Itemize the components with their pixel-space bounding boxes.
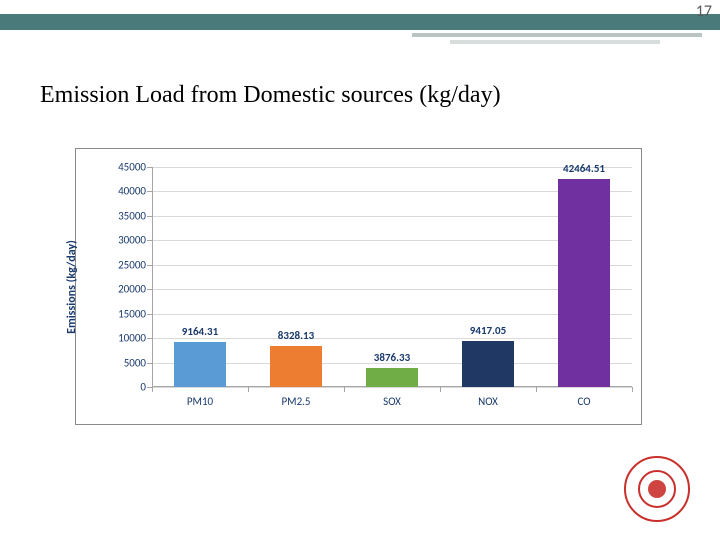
bar-value-label: 9417.05: [470, 324, 506, 337]
y-tick-label: 40000: [118, 185, 146, 198]
header-bar: [0, 0, 720, 40]
y-tick-label: 20000: [118, 283, 146, 296]
x-tick-mark: [344, 387, 345, 392]
header-stripe-accent-2: [450, 40, 660, 44]
bar-pm2.5: 8328.13: [270, 346, 323, 387]
x-tick-mark: [152, 387, 153, 392]
x-tick-mark: [536, 387, 537, 392]
slide: 17 Emission Load from Domestic sources (…: [0, 0, 720, 540]
gridline: [152, 387, 632, 388]
x-tick-mark: [248, 387, 249, 392]
y-tick-label: 10000: [118, 332, 146, 345]
bar-value-label: 42464.51: [563, 162, 605, 175]
header-stripe-main: [0, 14, 720, 30]
plot-area: 0500010000150002000025000300003500040000…: [152, 167, 632, 387]
y-axis-line: [152, 167, 153, 387]
y-tick-label: 5000: [124, 356, 146, 369]
y-tick-label: 30000: [118, 234, 146, 247]
y-tick-label: 25000: [118, 258, 146, 271]
x-tick-label: NOX: [478, 395, 498, 408]
chart-container: Emissions (kg/day) 050001000015000200002…: [75, 148, 642, 425]
y-axis-title: Emissions (kg/day): [65, 240, 79, 334]
bar-value-label: 3876.33: [374, 351, 410, 364]
bar-value-label: 8328.13: [278, 329, 314, 342]
x-tick-mark: [632, 387, 633, 392]
bar-co: 42464.51: [558, 179, 611, 387]
header-stripe-accent-1: [412, 33, 702, 37]
y-tick-label: 15000: [118, 307, 146, 320]
x-tick-mark: [440, 387, 441, 392]
y-tick-label: 0: [140, 381, 146, 394]
x-tick-label: CO: [577, 395, 590, 408]
x-tick-label: PM10: [187, 395, 213, 408]
institution-seal-icon: [624, 456, 690, 522]
y-tick-label: 45000: [118, 161, 146, 174]
gridline: [152, 167, 632, 168]
bar-value-label: 9164.31: [182, 325, 218, 338]
y-tick-label: 35000: [118, 209, 146, 222]
bar-nox: 9417.05: [462, 341, 515, 387]
bar-pm10: 9164.31: [174, 342, 227, 387]
bar-sox: 3876.33: [366, 368, 419, 387]
page-number: 17: [696, 2, 712, 21]
x-tick-label: SOX: [383, 395, 401, 408]
slide-title: Emission Load from Domestic sources (kg/…: [40, 82, 501, 109]
x-tick-label: PM2.5: [281, 395, 310, 408]
